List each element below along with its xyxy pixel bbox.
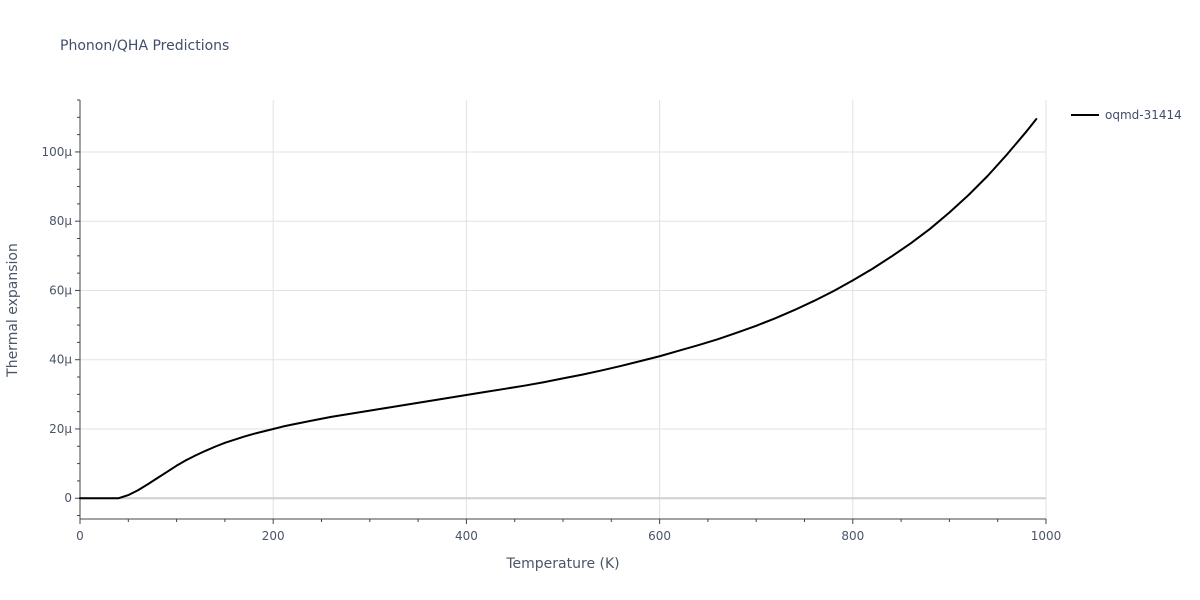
x-tick-label: 800 — [841, 529, 864, 543]
chart-title: Phonon/QHA Predictions — [60, 38, 229, 54]
legend[interactable]: oqmd-31414 — [1071, 108, 1182, 122]
y-tick-label: 100μ — [41, 145, 72, 159]
x-tick-label: 400 — [455, 529, 478, 543]
y-tick-label: 20μ — [49, 422, 72, 436]
series-line — [79, 118, 1038, 500]
x-tick-label: 1000 — [1031, 529, 1062, 543]
axes: 0 200 400 600 800 1000 0 20μ 40μ 60μ 80μ 100μ — [41, 99, 1062, 543]
x-tick-label: 200 — [262, 529, 285, 543]
y-tick-label: 80μ — [49, 214, 72, 228]
x-tick-label: 0 — [76, 529, 84, 543]
y-tick-label: 0 — [64, 491, 72, 505]
x-tick-label: 600 — [648, 529, 671, 543]
x-axis-label: Temperature (K) — [505, 556, 619, 572]
grid — [80, 100, 1047, 519]
y-tick-label: 40μ — [49, 353, 72, 367]
y-tick-label: 60μ — [49, 283, 72, 297]
legend-label[interactable]: oqmd-31414 — [1105, 108, 1182, 122]
y-axis-label: Thermal expansion — [5, 243, 21, 378]
series-layer — [79, 118, 1038, 500]
